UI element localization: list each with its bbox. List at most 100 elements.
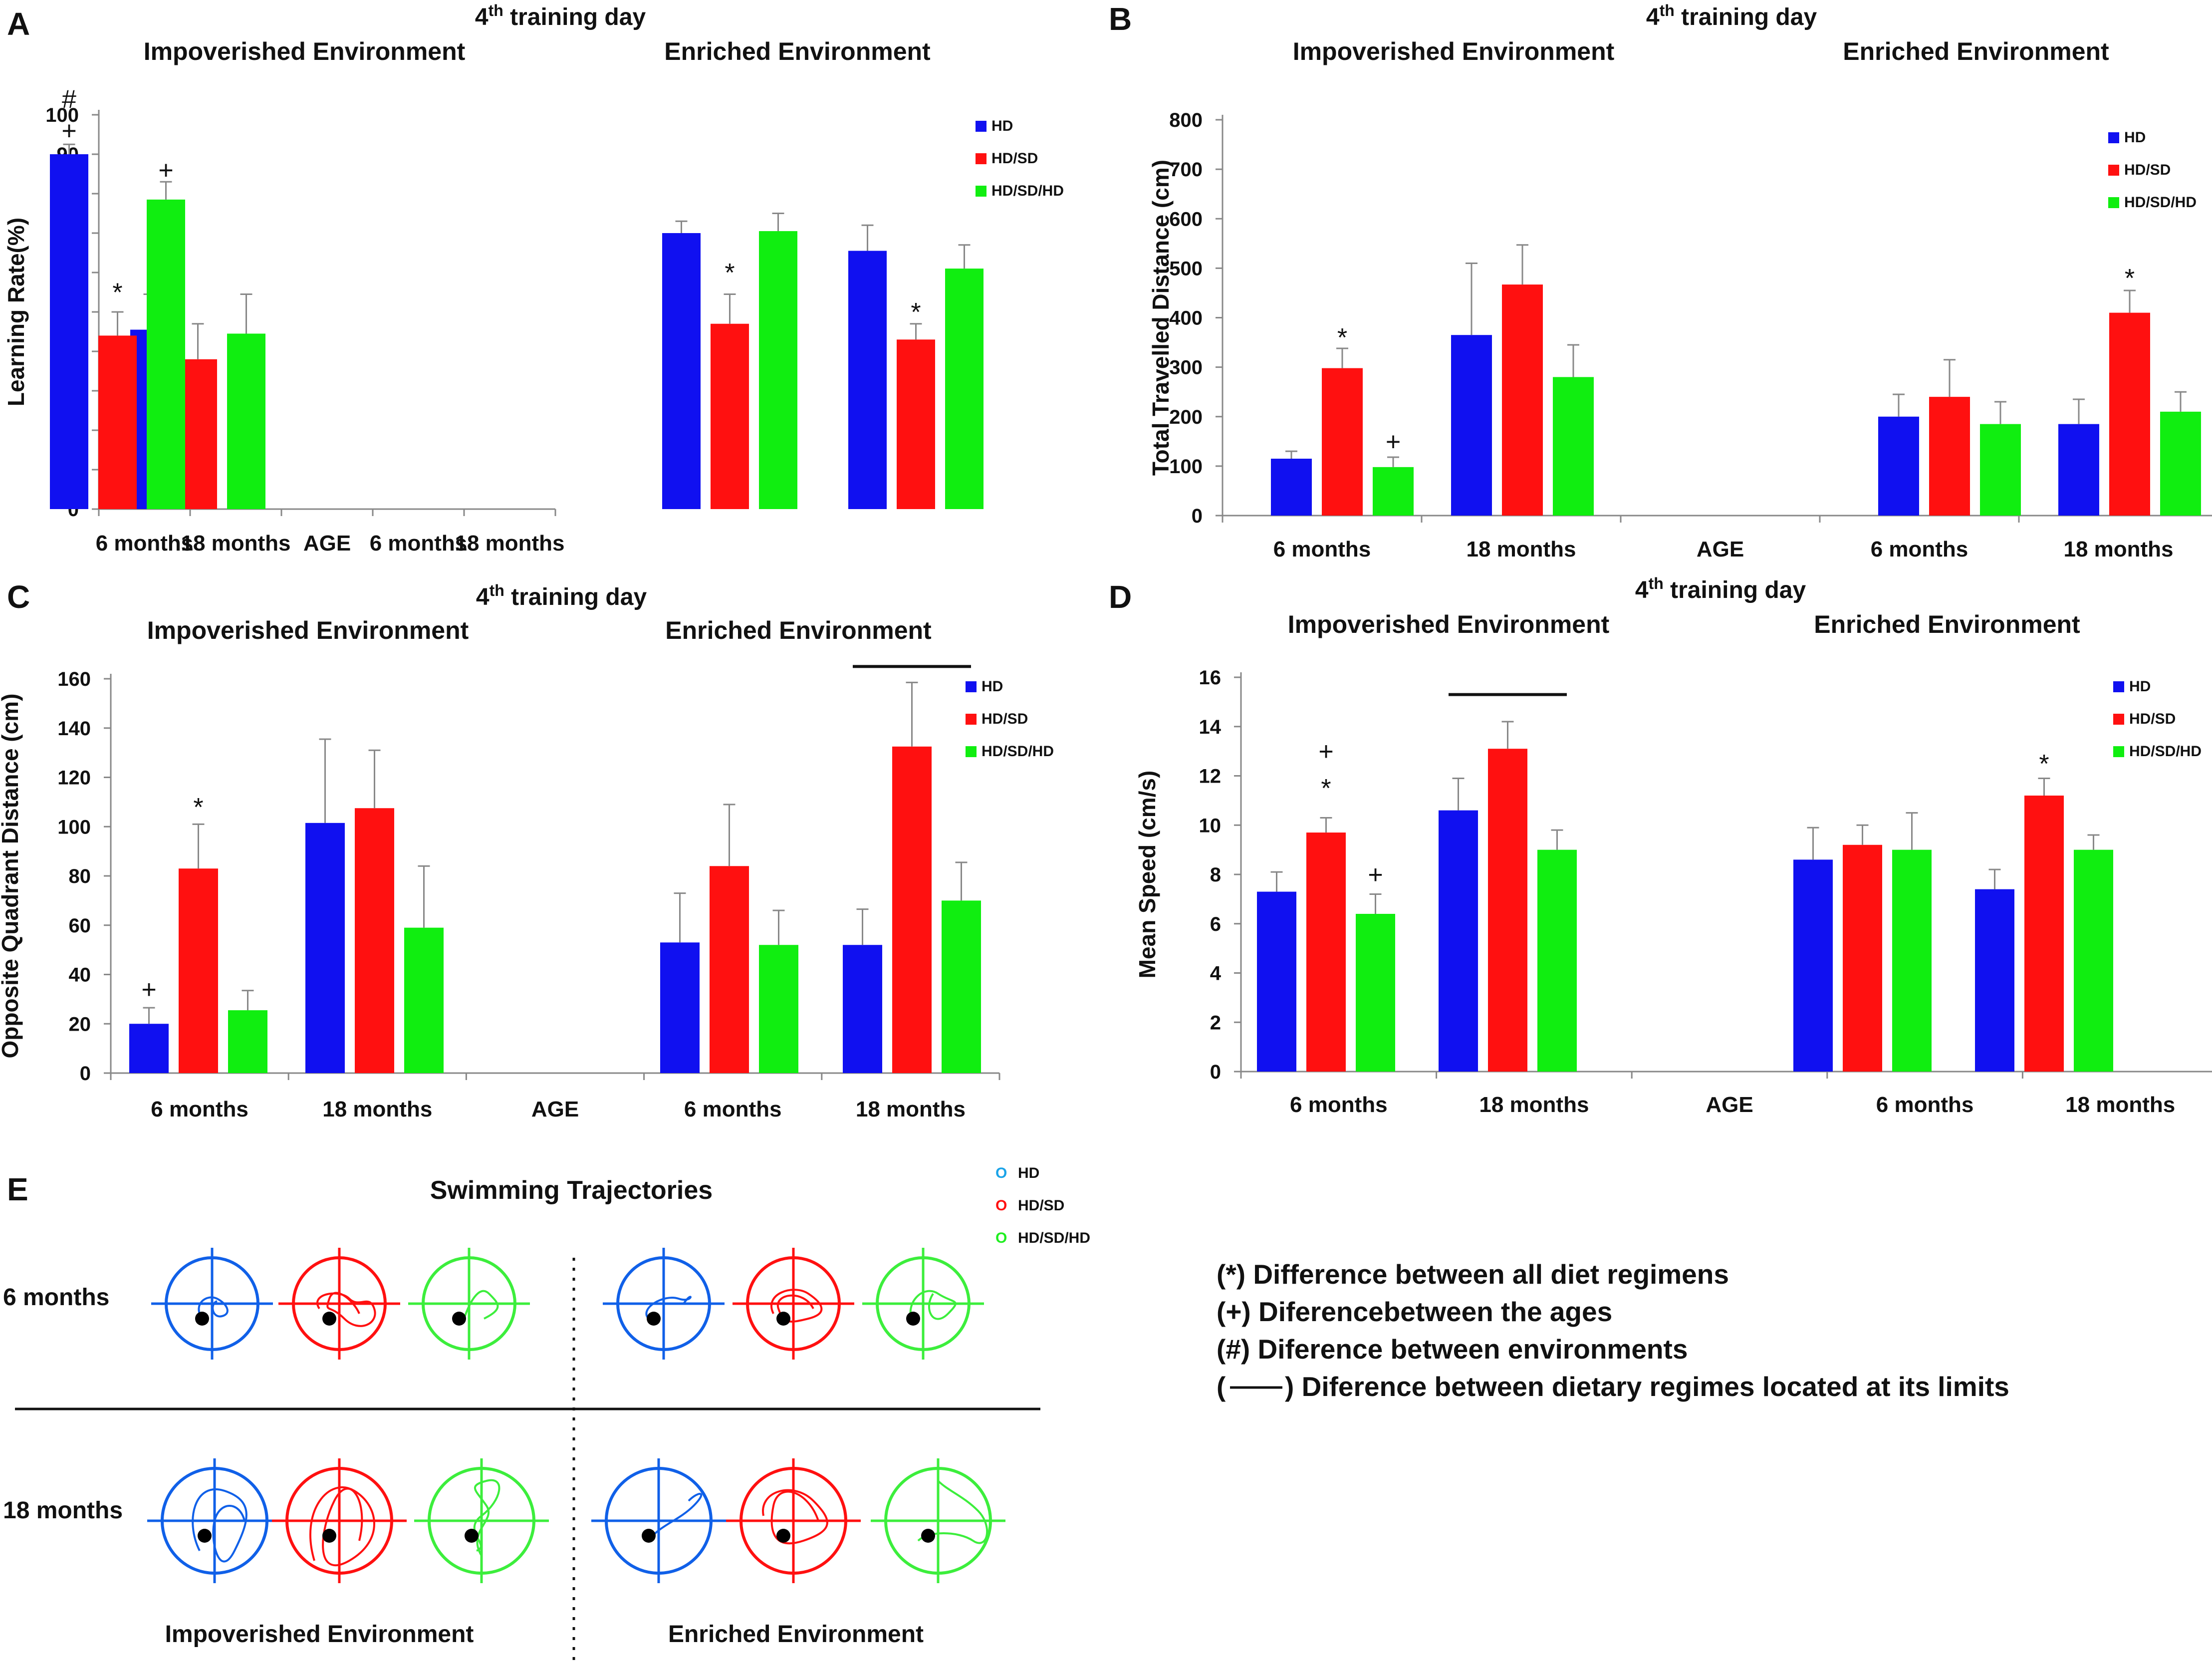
panel-label: D: [1109, 579, 1132, 615]
note-line-open: (: [1217, 1371, 1226, 1402]
trajectory-pool: [726, 1458, 861, 1583]
y-tick-label: 140: [57, 718, 91, 740]
swim-path: [762, 1489, 828, 1545]
bar-hd: [1271, 459, 1312, 516]
environment-label: Impoverished Environment: [1288, 610, 1610, 638]
bar-hd-sd: [1306, 833, 1346, 1072]
bar-hd-sd-hd: [227, 333, 265, 509]
x-category-label: 6 months: [1871, 537, 1968, 561]
title-number: 4: [1646, 4, 1660, 30]
title-number: 4: [1635, 577, 1649, 603]
significance-marker: +: [61, 117, 76, 146]
bar-hd-sd: [98, 335, 137, 509]
legend-swatch: [966, 746, 977, 757]
legend-label: HD/SD: [2124, 162, 2171, 178]
trajectory-pool: [147, 1458, 282, 1583]
legend-marker: O: [995, 1230, 1007, 1246]
y-tick-label: 2: [1210, 1012, 1221, 1034]
title-text: training day: [1664, 577, 1806, 603]
swim-path: [316, 1292, 376, 1327]
legend-swatch: [966, 714, 977, 725]
significance-marker: +: [1368, 860, 1383, 889]
environment-label: Impoverished Environment: [147, 616, 469, 644]
legend-label: HD/SD: [982, 711, 1028, 727]
y-tick-label: 500: [1169, 258, 1203, 279]
bar-hd-sd: [1502, 284, 1543, 516]
bar-hd: [1439, 810, 1478, 1072]
y-axis-label: Learning Rate(%): [3, 218, 29, 406]
note-line: (+) Diferencebetween the ages: [1217, 1296, 1612, 1327]
platform-marker: [195, 1312, 209, 1326]
legend-label: HD/SD/HD: [2129, 743, 2202, 760]
significance-marker: *: [1337, 323, 1347, 352]
trajectory-pool: [414, 1458, 549, 1583]
swim-path: [192, 1488, 247, 1563]
legend-label: HD/SD: [2129, 711, 2176, 727]
y-tick-label: 16: [1199, 667, 1222, 689]
trajectory-pool: [862, 1248, 984, 1360]
y-tick-label: 0: [1192, 505, 1203, 527]
bar-hd: [1878, 416, 1919, 516]
legend-swatch: [976, 153, 986, 164]
environment-label: Impoverished Environment: [144, 37, 466, 65]
title-superscript: th: [1649, 574, 1664, 592]
bar-hd-sd-hd: [1373, 467, 1414, 516]
legend-marker: O: [995, 1165, 1007, 1181]
y-tick-label: 100: [45, 104, 79, 126]
legend-label: HD: [2129, 678, 2151, 695]
y-tick-label: 8: [1210, 864, 1221, 886]
bar-hd-sd-hd: [759, 945, 798, 1073]
x-category-label: AGE: [303, 531, 351, 556]
x-category-label: 6 months: [1273, 537, 1371, 561]
platform-marker: [647, 1312, 661, 1326]
swim-path: [648, 1493, 703, 1542]
platform-marker: [322, 1529, 336, 1543]
environment-label: Enriched Environment: [665, 616, 932, 644]
trajectory-title: Swimming Trajectories: [430, 1176, 713, 1205]
chart-title: 4th training day: [1635, 574, 1806, 603]
y-tick-label: 700: [1169, 159, 1203, 181]
bar-hd-sd-hd: [1892, 849, 1932, 1072]
trajectory-pool: [151, 1248, 273, 1360]
x-category-label: 18 months: [1479, 1093, 1589, 1117]
legend-swatch: [976, 186, 986, 197]
y-tick-label: 120: [57, 767, 91, 789]
swim-path: [909, 1290, 957, 1324]
bar-hd-sd-hd: [1356, 914, 1395, 1072]
x-category-label: 6 months: [684, 1097, 782, 1121]
title-text: training day: [504, 584, 647, 610]
legend-swatch: [976, 121, 986, 132]
legend-label: HD/SD/HD: [982, 743, 1054, 760]
chart-title: 4th training day: [1646, 1, 1817, 30]
x-category-label: 6 months: [1876, 1093, 1974, 1117]
trajectory-pool: [871, 1458, 1005, 1583]
legend-swatch: [966, 681, 977, 692]
panel-b-chart: B 4th training day Impoverished Environmen…: [1109, 1, 2212, 561]
panel-a-chart: A 4th training day Impoverished Environmen…: [3, 1, 1064, 556]
environment-label: Enriched Environment: [664, 37, 931, 65]
trajectory-pool: [733, 1248, 854, 1360]
bar-hd-sd: [711, 323, 749, 509]
bar-hd: [305, 823, 345, 1073]
bar-hd-sd-hd: [1980, 424, 2021, 516]
panel-e-trajectories: E Swimming Trajectories O HD O HD/SD O HD/SD/HD…: [3, 1165, 1090, 1667]
y-axis-label: Opposite Quadrant Distance (cm): [0, 693, 23, 1058]
bar-hd: [1975, 889, 2014, 1072]
panel-label: A: [7, 6, 30, 42]
significance-marker: *: [1321, 774, 1331, 803]
bar-hd: [848, 251, 887, 509]
y-axis-label: Mean Speed (cm/s): [1134, 771, 1160, 979]
significance-marker: *: [2039, 750, 2049, 779]
trajectory-pool: [272, 1458, 407, 1583]
environment-label: Enriched Environment: [1843, 37, 2109, 65]
x-category-label: 18 months: [856, 1097, 966, 1121]
bar-hd-sd: [2024, 796, 2064, 1072]
legend-label: HD/SD/HD: [991, 183, 1064, 199]
legend-swatch: [2108, 132, 2119, 143]
trajectory-pool: [278, 1248, 400, 1360]
y-tick-label: 10: [1199, 815, 1222, 836]
x-category-label: AGE: [1697, 537, 1744, 561]
significance-marker: +: [141, 975, 156, 1004]
platform-marker: [452, 1312, 466, 1326]
